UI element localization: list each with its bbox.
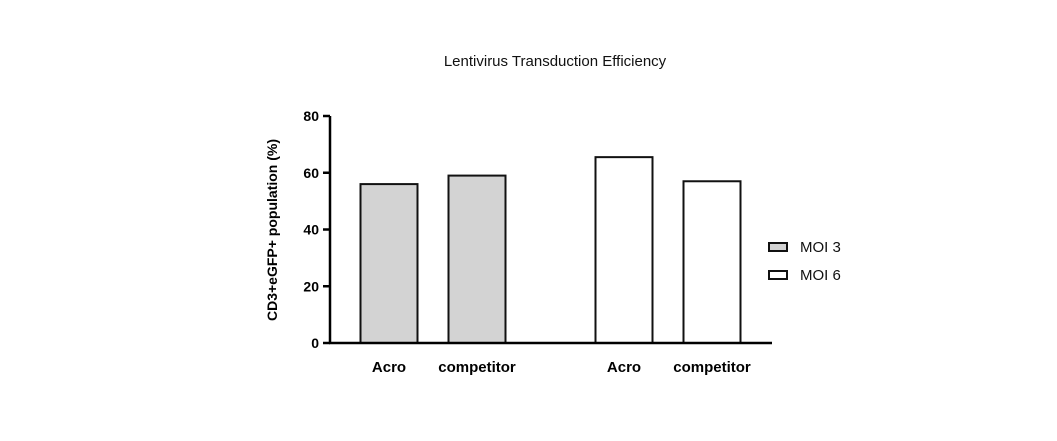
bar-2 [594, 156, 654, 344]
legend-label-moi6: MOI 6 [800, 266, 841, 284]
legend-swatch-moi3 [768, 242, 788, 252]
chart-title: Lentivirus Transduction Efficiency [443, 53, 667, 70]
x-tick-label: competitor [438, 359, 516, 376]
legend-label-moi3: MOI 3 [800, 238, 841, 256]
legend-item-moi3: MOI 3 [768, 233, 841, 261]
bar-3 [682, 180, 742, 344]
y-tick-label: 40 [303, 222, 319, 238]
y-tick-label: 20 [303, 278, 319, 294]
legend: MOI 3 MOI 6 [768, 233, 841, 289]
legend-swatch-moi6 [768, 270, 788, 280]
y-tick-label: 0 [311, 335, 319, 351]
bar-0 [359, 183, 419, 344]
bar-1 [447, 174, 507, 344]
legend-item-moi6: MOI 6 [768, 261, 841, 289]
y-tick-label: 60 [303, 165, 319, 181]
x-tick-label: Acro [607, 359, 641, 376]
y-tick-label: 80 [303, 108, 319, 124]
x-tick-label: competitor [673, 359, 751, 376]
x-tick-label: Acro [372, 359, 406, 376]
